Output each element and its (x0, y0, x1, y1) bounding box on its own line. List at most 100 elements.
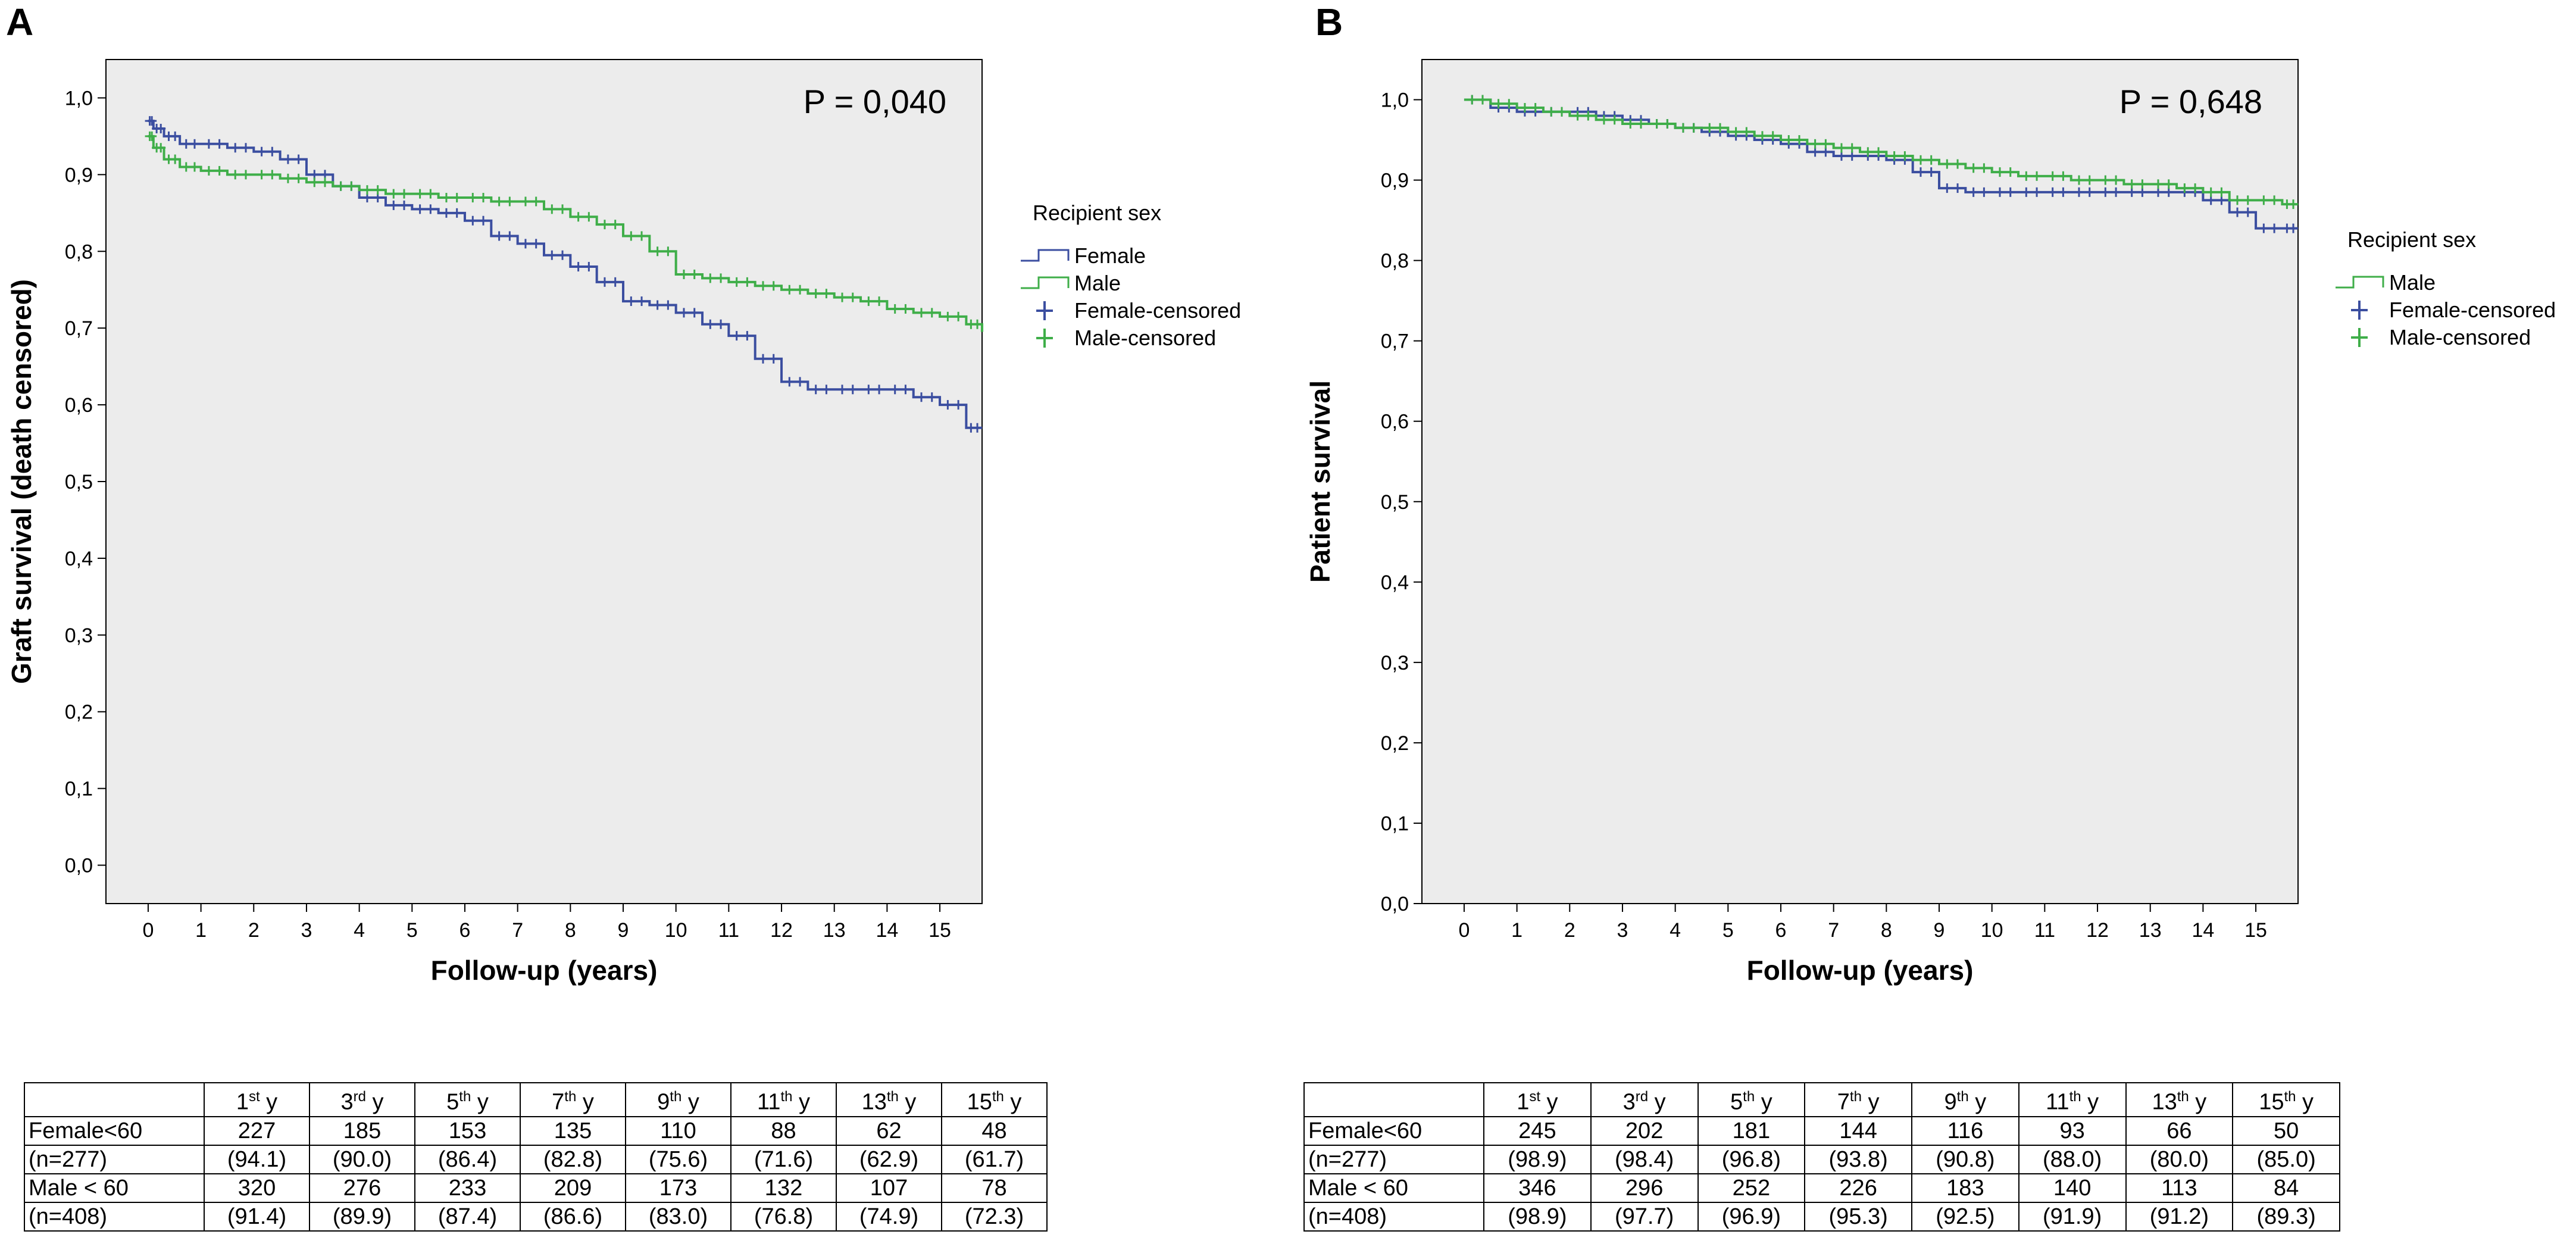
x-tick-label: 9 (618, 919, 629, 942)
risk-table-percent: (83.0) (625, 1201, 731, 1232)
legend-label: Female-censored (1074, 298, 1241, 323)
y-tick-label: 0,8 (1381, 250, 1409, 273)
risk-table-header-row: 1st y 3rd y 5th y 7th y 9th y 11th y 13th y 15t… (1303, 1082, 2340, 1117)
x-tick-label: 2 (1564, 919, 1575, 942)
risk-table-percent: (92.5) (1911, 1201, 2019, 1232)
risk-table-column-header: 15th y (941, 1082, 1048, 1117)
risk-table-percent: (98.4) (1590, 1144, 1699, 1174)
risk-table-column-header: 13th y (836, 1082, 942, 1117)
risk-table-percent: (76.8) (730, 1201, 837, 1232)
table-row: Male < 60 320 276 233 209 173 132 107 78 (24, 1173, 1048, 1203)
y-tick-label: 0,5 (65, 471, 93, 493)
risk-table-row-label: Male < 60 (1303, 1173, 1484, 1203)
risk-table-count: 296 (1590, 1173, 1699, 1203)
risk-table-count: 233 (414, 1173, 521, 1203)
legend-label: Male-censored (2389, 325, 2531, 349)
x-axis-label: Follow-up (years) (431, 955, 658, 986)
risk-table-percent: (88.0) (2018, 1144, 2127, 1174)
table-row: (n=277) (98.9) (98.4) (96.8) (93.8) (90.8) (88… (1303, 1144, 2340, 1174)
risk-table-count: 110 (625, 1115, 731, 1146)
risk-table-percent: (86.4) (414, 1144, 521, 1174)
panel-letter-b: B (1315, 1, 1343, 43)
y-tick-label: 0,7 (1381, 330, 1409, 353)
risk-table-percent: (62.9) (836, 1144, 942, 1174)
risk-table-count: 209 (520, 1173, 626, 1203)
p-value-label: P = 0,040 (804, 83, 946, 120)
risk-table-count: 107 (836, 1173, 942, 1203)
x-tick-label: 8 (565, 919, 576, 942)
x-tick-label: 3 (301, 919, 312, 942)
risk-table-count: 226 (1804, 1173, 1912, 1203)
legend-label: Female (1074, 243, 1146, 268)
risk-table-percent: (95.3) (1804, 1201, 1912, 1232)
x-tick-label: 11 (718, 919, 739, 942)
risk-table-column-header: 3rd y (309, 1082, 415, 1117)
risk-table-column-header: 13th y (2125, 1082, 2234, 1117)
risk-table-percent: (90.0) (309, 1144, 415, 1174)
y-tick-label: 0,3 (1381, 652, 1409, 674)
x-tick-label: 9 (1934, 919, 1945, 942)
risk-table-row-label: Female<60 (1303, 1115, 1484, 1146)
risk-table-column-header: 7th y (1804, 1082, 1912, 1117)
x-tick-label: 11 (2034, 919, 2055, 942)
risk-table-count: 346 (1483, 1173, 1592, 1203)
risk-table-corner (1303, 1082, 1484, 1117)
risk-table-column-header: 5th y (414, 1082, 521, 1117)
risk-table-percent: (98.9) (1483, 1201, 1592, 1232)
x-tick-label: 6 (1775, 919, 1787, 942)
x-tick-label: 13 (823, 919, 846, 942)
risk-table-count: 181 (1697, 1115, 1806, 1146)
y-tick-label: 0,0 (65, 855, 93, 877)
table-row: (n=408) (98.9) (97.7) (96.9) (95.3) (92.5) (91… (1303, 1201, 2340, 1232)
risk-table-percent: (75.6) (625, 1144, 731, 1174)
risk-table-column-header: 1st y (1483, 1082, 1592, 1117)
chart-panel-a: 0,00,10,20,30,40,50,60,70,80,91,00 1 2 3 4 5 6… (6, 59, 1241, 986)
risk-table-count: 132 (730, 1173, 837, 1203)
risk-table-percent: (72.3) (941, 1201, 1048, 1232)
risk-table-row-label: Female<60 (24, 1115, 205, 1146)
risk-table-column-header: 7th y (520, 1082, 626, 1117)
table-row: Female<60 227 185 153 135 110 88 62 48 (24, 1115, 1048, 1146)
legend-line-swatch (1021, 249, 1070, 262)
y-tick-label: 0,7 (65, 317, 93, 340)
risk-table-percent: (71.6) (730, 1144, 837, 1174)
risk-table-column-header: 3rd y (1590, 1082, 1699, 1117)
chart-panel-b: 0,00,10,20,30,40,50,60,70,80,91,00 1 2 3 4 5 6… (1305, 59, 2556, 986)
x-tick-label: 10 (665, 919, 687, 942)
y-tick-label: 0,9 (65, 164, 93, 186)
risk-table-count: 173 (625, 1173, 731, 1203)
x-tick-label: 15 (2244, 919, 2267, 942)
y-tick-label: 0,1 (1381, 812, 1409, 835)
legend-label: Male (1074, 271, 1121, 295)
x-tick-label: 14 (2192, 919, 2214, 942)
legend-line-swatch (2336, 276, 2384, 289)
risk-table-count: 202 (1590, 1115, 1699, 1146)
risk-table-percent: (86.6) (520, 1201, 626, 1232)
risk-table-count: 93 (2018, 1115, 2127, 1146)
risk-table-count: 252 (1697, 1173, 1806, 1203)
x-tick-label: 2 (248, 919, 260, 942)
x-tick-label: 15 (929, 919, 951, 942)
risk-table-count: 320 (204, 1173, 310, 1203)
y-tick-label: 0,6 (1381, 411, 1409, 433)
y-tick-label: 0,3 (65, 624, 93, 647)
risk-table-row-n: (n=277) (1303, 1144, 1484, 1174)
panel-letter-a: A (6, 1, 34, 43)
risk-table-percent: (89.3) (2232, 1201, 2340, 1232)
km-curve-male (1464, 98, 2298, 206)
risk-table-column-header: 15th y (2232, 1082, 2340, 1117)
risk-table-row-label: Male < 60 (24, 1173, 205, 1203)
y-tick-label: 1,0 (65, 87, 93, 110)
y-tick-label: 0,6 (65, 394, 93, 417)
x-tick-label: 0 (142, 919, 154, 942)
x-tick-label: 0 (1458, 919, 1470, 942)
y-tick-label: 0,4 (65, 548, 93, 570)
risk-table-percent: (91.2) (2125, 1201, 2234, 1232)
risk-table-percent: (93.8) (1804, 1144, 1912, 1174)
y-tick-label: 0,9 (1381, 170, 1409, 192)
risk-table-b: 1st y 3rd y 5th y 7th y 9th y 11th y 13th y 15t… (1303, 1082, 2340, 1232)
risk-table-column-header: 9th y (625, 1082, 731, 1117)
y-tick-label: 0,5 (1381, 491, 1409, 514)
risk-table-count: 185 (309, 1115, 415, 1146)
x-tick-label: 4 (1670, 919, 1681, 942)
